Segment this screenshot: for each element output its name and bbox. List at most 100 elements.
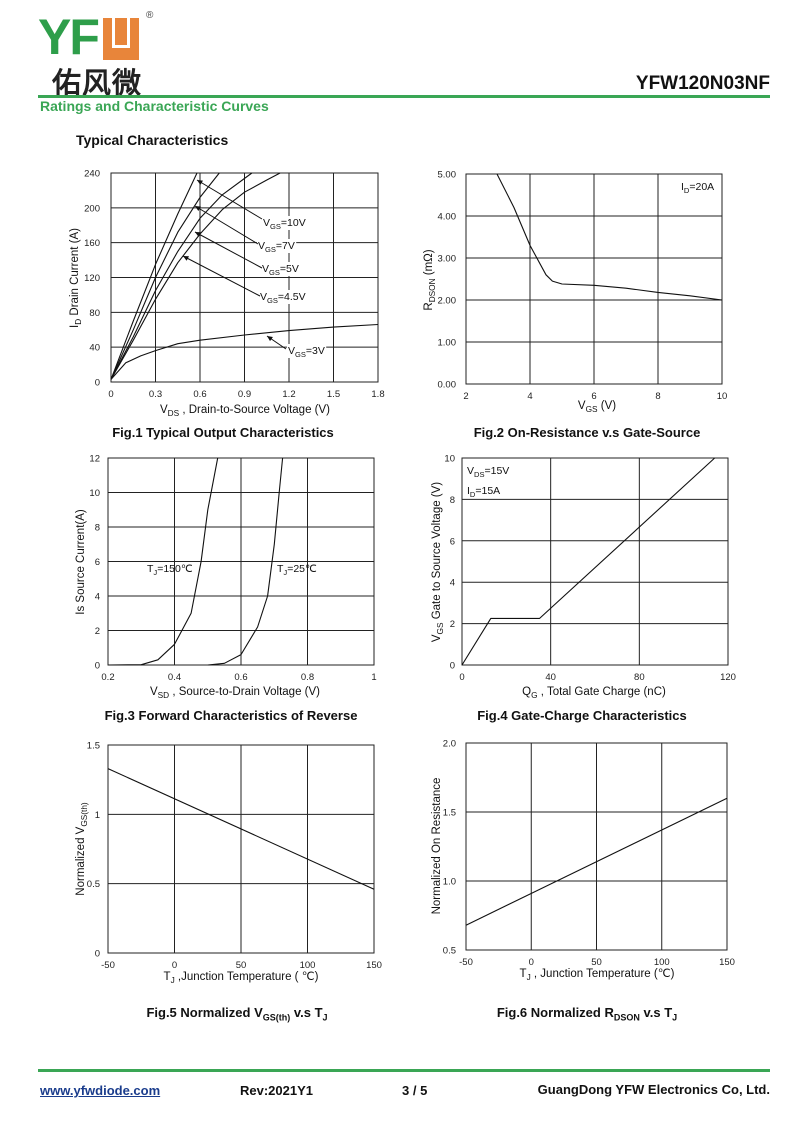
y-tick-label: 200 xyxy=(84,203,100,214)
series-line-2 xyxy=(207,457,284,666)
annotation-background xyxy=(262,216,308,230)
text-part: Drain Current (A) xyxy=(69,228,81,319)
y-axis-label: VGS Gate to Source Voltage (V) xyxy=(431,482,445,642)
x-tick-label: 1.8 xyxy=(371,389,384,400)
logo-chinese-name: 佑风微 xyxy=(52,68,143,100)
chart-fig2: 2 4 6 8 10 0.00 1.00 2.00 3.00 4.00 5.00 VGS (V) RDS… xyxy=(423,170,727,415)
annotation-arrow xyxy=(196,179,263,220)
x-tick-label: 40 xyxy=(545,672,556,683)
subscript: J xyxy=(283,568,287,577)
annotation-arrow xyxy=(194,231,263,269)
logo-w-mark xyxy=(103,18,139,60)
subscript: GS xyxy=(436,622,445,634)
y-tick-label: 12 xyxy=(89,454,100,465)
annotation-label: ID=20A xyxy=(681,181,714,195)
x-tick-label: 120 xyxy=(720,672,736,683)
subscript: SD xyxy=(158,691,170,700)
subscript: J xyxy=(171,976,175,985)
x-tick-label: 2 xyxy=(463,391,468,402)
x-tick-label: 0.3 xyxy=(149,389,162,400)
x-axis-label: TJ ,Junction Temperature ( ℃) xyxy=(164,971,319,985)
text-part: , Junction Temperature (℃) xyxy=(531,968,675,980)
y-tick-label: 1.0 xyxy=(443,877,456,888)
text-part: =4.5V xyxy=(278,291,306,303)
x-tick-label: 1 xyxy=(371,672,376,683)
caption-fig5: Fig.5 Normalized VGS(th) v.s TJ xyxy=(146,1005,328,1023)
y-axis-label: Normalized VGS(th) xyxy=(75,802,89,896)
company-name: GuangDong YFW Electronics Co, Ltd. xyxy=(537,1082,770,1097)
y-tick-label: 0.00 xyxy=(438,380,457,391)
annotation-background xyxy=(287,344,327,358)
y-tick-label: 8 xyxy=(450,495,455,506)
text-part: V xyxy=(150,686,158,698)
y-tick-label: 1 xyxy=(95,810,100,821)
annotation-arrow xyxy=(182,255,261,297)
text-part: =150℃ xyxy=(157,563,193,575)
text-part: Q xyxy=(522,686,531,698)
subscript: DS xyxy=(474,470,484,479)
series-line-1 xyxy=(107,768,375,890)
subscript: GS xyxy=(295,350,306,359)
y-tick-label: 0 xyxy=(95,661,100,672)
x-tick-label: 150 xyxy=(719,957,735,968)
y-tick-label: 80 xyxy=(89,308,100,319)
text-part: T xyxy=(164,971,171,983)
annotation-background xyxy=(261,262,301,276)
text-part: T xyxy=(147,563,154,575)
text-part: =5V xyxy=(280,263,299,275)
subscript: DS xyxy=(168,409,180,418)
y-tick-label: 160 xyxy=(84,238,100,249)
annotation-arrow xyxy=(194,205,259,245)
x-tick-label: 0.6 xyxy=(234,672,247,683)
x-tick-label: 150 xyxy=(366,960,382,971)
website-link[interactable]: www.yfwdiode.com xyxy=(40,1083,161,1098)
text-part: Normalized V xyxy=(75,826,87,895)
y-tick-label: 2 xyxy=(95,626,100,637)
y-axis-label: Is Source Current(A) xyxy=(75,509,87,615)
arrowhead-icon xyxy=(183,256,189,261)
annotation-label: TJ=25℃ xyxy=(277,563,317,577)
y-tick-label: 0.5 xyxy=(443,946,456,957)
text-part: I xyxy=(69,325,81,328)
y-tick-label: 10 xyxy=(444,454,455,465)
text-part: =3V xyxy=(306,345,325,357)
x-tick-label: 100 xyxy=(654,957,670,968)
subscript: J xyxy=(527,973,531,982)
y-tick-label: 240 xyxy=(84,169,100,180)
revision: Rev:2021Y1 xyxy=(240,1083,313,1098)
logo-letters: YF xyxy=(38,9,100,65)
annotation-label: VDS=15V xyxy=(467,465,509,479)
annotation-label: VGS=4.5V xyxy=(260,291,306,305)
text-part: , Total Gate Charge (nC) xyxy=(538,686,666,698)
footer-divider xyxy=(38,1069,770,1072)
text-part: =25℃ xyxy=(287,563,317,575)
x-tick-label: 4 xyxy=(527,391,532,402)
x-tick-label: 50 xyxy=(236,960,247,971)
text-part: I xyxy=(681,181,684,193)
arrowhead-icon xyxy=(195,206,201,211)
subscript: GS xyxy=(265,245,276,254)
x-tick-label: 0 xyxy=(529,957,534,968)
text-part: , Source-to-Drain Voltage (V) xyxy=(169,686,320,698)
text-part: , Drain-to-Source Voltage (V) xyxy=(179,404,330,416)
y-tick-label: 0.5 xyxy=(87,879,100,890)
y-tick-label: 2.0 xyxy=(443,739,456,750)
subscript: D xyxy=(684,186,690,195)
text-part: Is Source Current(A) xyxy=(75,509,87,615)
text-part: I xyxy=(467,485,470,497)
subscript: GS xyxy=(269,268,280,277)
x-tick-label: 0 xyxy=(172,960,177,971)
x-tick-label: 10 xyxy=(717,391,728,402)
text-part: =15V xyxy=(485,465,510,477)
caption-fig6: Fig.6 Normalized RDSON v.s TJ xyxy=(496,1005,678,1023)
series-line-2 xyxy=(110,172,220,380)
y-tick-label: 4.00 xyxy=(438,212,457,223)
text-part: V xyxy=(578,400,586,412)
subscript: DSON xyxy=(428,278,437,302)
caption-fig4: Fig.4 Gate-Charge Characteristics xyxy=(477,708,687,723)
y-tick-label: 1.5 xyxy=(87,741,100,752)
series-line-1 xyxy=(107,457,219,666)
annotation-label: VGS=10V xyxy=(263,217,306,231)
